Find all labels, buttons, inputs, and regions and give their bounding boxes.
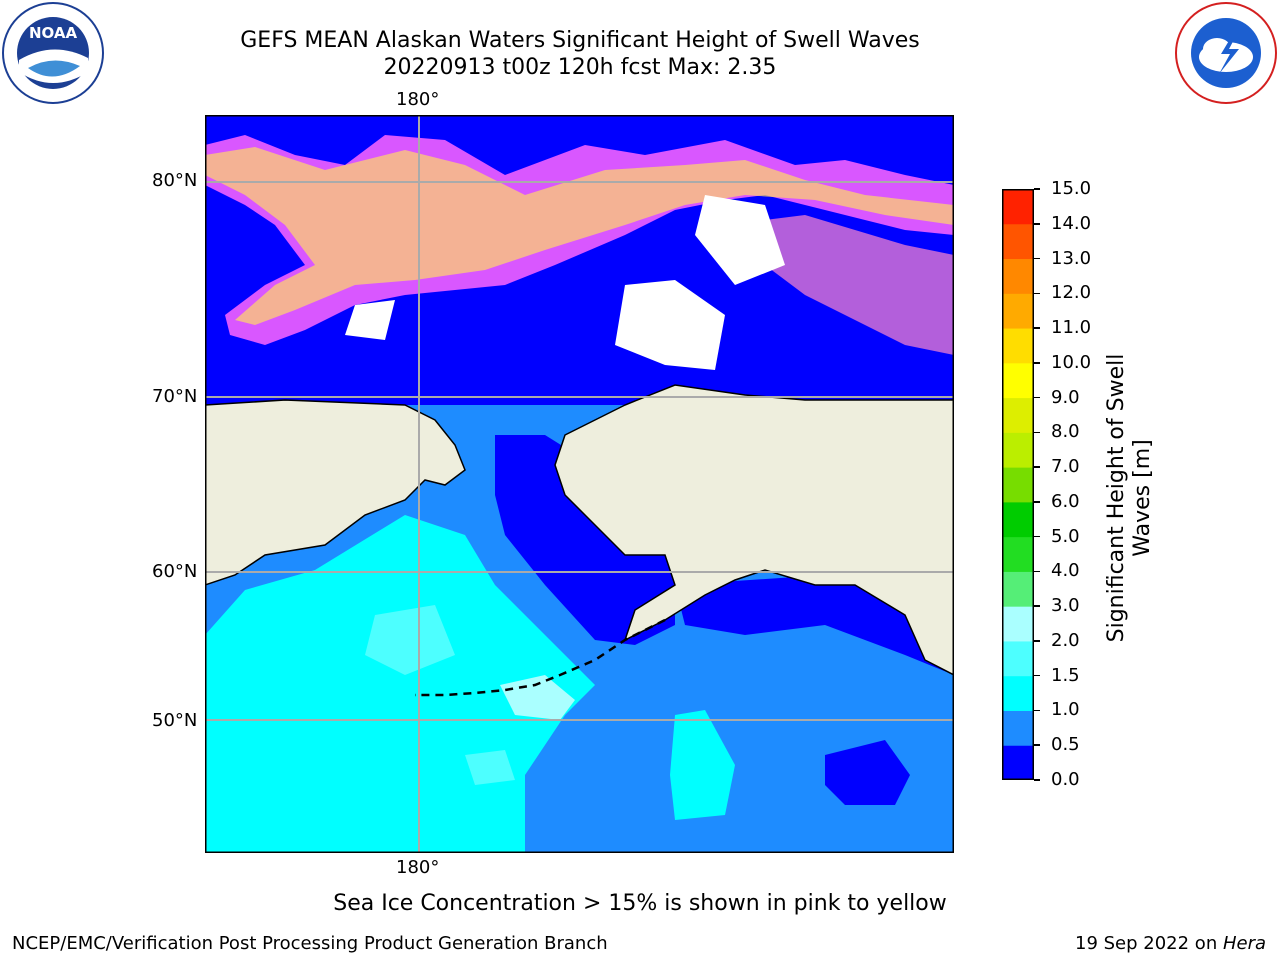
colorbar-tick-label: 9.0	[1051, 386, 1080, 408]
swell-max-patch	[500, 675, 575, 720]
colorbar-title-line1: Significant Height of Swell	[1104, 353, 1129, 643]
colorbar-tick-label: 14.0	[1051, 212, 1092, 234]
colorbar-swatches	[1002, 189, 1034, 781]
colorbar-tick-label: 8.0	[1051, 421, 1080, 443]
siberia-land	[204, 399, 466, 587]
south-gulf-low-swell	[825, 740, 910, 805]
colorbar-swatch	[1002, 640, 1034, 677]
colorbar-tick-label: 12.0	[1051, 282, 1092, 304]
colorbar-tick-mark	[1034, 223, 1040, 225]
colorbar-tick-label: 5.0	[1051, 525, 1080, 547]
noaa-logo-text: NOAA	[29, 24, 78, 42]
swell-1p5-patch-2	[465, 750, 515, 785]
colorbar-swatch	[1002, 293, 1034, 329]
colorbar-tick-mark	[1034, 362, 1040, 364]
colorbar-tick-mark	[1034, 501, 1040, 503]
colorbar-swatch	[1002, 432, 1034, 468]
no-data-patch-1	[615, 280, 725, 370]
colorbar-tick-label: 1.5	[1051, 664, 1080, 686]
colorbar-swatch	[1002, 606, 1034, 642]
longitude-label-top: 180°	[396, 89, 440, 110]
colorbar-swatch	[1002, 571, 1034, 607]
colorbar-ticks: 0.0 0.5 1.0 1.5 2.0 3.0 4.0 5.0 6.0 7.0 8.0 9.0 10.0…	[1034, 180, 1104, 789]
colorbar-tick-label: 0.5	[1051, 734, 1080, 756]
colorbar-swatch	[1002, 362, 1034, 399]
colorbar-tick-label: 13.0	[1051, 247, 1092, 269]
longitude-label-bottom: 180°	[396, 857, 440, 878]
swell-1p5-patch-1	[365, 605, 455, 675]
footer-date-text: 19 Sep 2022 on	[1075, 933, 1223, 954]
colorbar-swatch	[1002, 328, 1034, 364]
colorbar-tick-mark	[1034, 431, 1040, 434]
colorbar-tick-mark	[1034, 257, 1040, 260]
colorbar-tick-label: 6.0	[1051, 490, 1080, 512]
colorbar-tick-label: 3.0	[1051, 595, 1080, 617]
colorbar-title-line2: Waves [m]	[1130, 439, 1155, 557]
no-data-patch-3	[345, 300, 395, 340]
colorbar-tick-mark	[1034, 292, 1040, 295]
map-frame	[205, 115, 954, 853]
chart-title-line1: GEFS MEAN Alaskan Waters Significant Hei…	[240, 28, 920, 53]
gulf-swell-patch	[670, 710, 735, 820]
colorbar-tick-mark	[1034, 466, 1040, 468]
colorbar-tick-mark	[1034, 188, 1040, 190]
colorbar-tick-mark	[1034, 396, 1040, 399]
colorbar-tick-mark	[1034, 535, 1040, 538]
colorbar-tick-mark	[1034, 674, 1040, 677]
aleutian-islands	[415, 618, 666, 697]
colorbar-frame	[1002, 189, 1034, 780]
no-data-patch-2	[695, 195, 785, 285]
alaska-land	[554, 384, 955, 677]
colorbar-tick-mark	[1034, 327, 1040, 329]
sea-ice-note: Sea Ice Concentration > 15% is shown in …	[333, 891, 947, 916]
colorbar-tick-label: 11.0	[1051, 317, 1092, 339]
colorbar-swatch	[1002, 501, 1034, 538]
colorbar-tick-label: 1.0	[1051, 699, 1080, 721]
colorbar-swatch	[1002, 710, 1034, 746]
colorbar-tick-label: 0.0	[1051, 769, 1080, 790]
colorbar-swatch	[1002, 536, 1034, 572]
footer-date: 19 Sep 2022 on Hera	[1075, 934, 1266, 954]
colorbar	[1002, 189, 1034, 781]
colorbar-tick-mark	[1034, 605, 1040, 607]
colorbar-tick-mark	[1034, 570, 1040, 573]
colorbar-swatch	[1002, 745, 1034, 781]
footer-credit: NCEP/EMC/Verification Post Processing Pr…	[12, 933, 608, 954]
footer-host: Hera	[1222, 933, 1266, 954]
alaska-swell-map	[204, 115, 955, 853]
latitude-label-80n: 80°N	[152, 170, 198, 191]
latitude-label-60n: 60°N	[152, 561, 198, 582]
map-panel	[204, 115, 955, 853]
chart-title-line2: 20220913 t00z 120h fcst Max: 2.35	[383, 55, 777, 80]
latitude-label-70n: 70°N	[152, 386, 198, 407]
national-weather-service-logo	[1175, 2, 1277, 104]
colorbar-tick-mark	[1034, 709, 1040, 712]
sea-ice-yellow	[205, 147, 954, 325]
colorbar-tick-label: 10.0	[1051, 351, 1092, 373]
colorbar-swatch	[1002, 467, 1034, 503]
colorbar-swatch	[1002, 397, 1034, 433]
colorbar-tick-mark	[1034, 640, 1040, 642]
noaa-logo: NOAA	[2, 2, 104, 104]
colorbar-tick-mark	[1034, 779, 1040, 781]
sea-ice-east	[725, 215, 954, 355]
colorbar-tick-label: 2.0	[1051, 629, 1080, 651]
colorbar-tick-label: 15.0	[1051, 178, 1092, 199]
latitude-label-50n: 50°N	[152, 710, 198, 731]
colorbar-tick-mark	[1034, 744, 1040, 746]
colorbar-swatch	[1002, 189, 1034, 225]
colorbar-swatch	[1002, 258, 1034, 294]
colorbar-swatch	[1002, 675, 1034, 711]
colorbar-tick-label: 4.0	[1051, 560, 1080, 582]
colorbar-title: Significant Height of Swell Waves [m]	[1104, 338, 1156, 658]
colorbar-swatch	[1002, 223, 1034, 260]
colorbar-tick-label: 7.0	[1051, 456, 1080, 478]
bering-low-swell	[495, 435, 675, 645]
